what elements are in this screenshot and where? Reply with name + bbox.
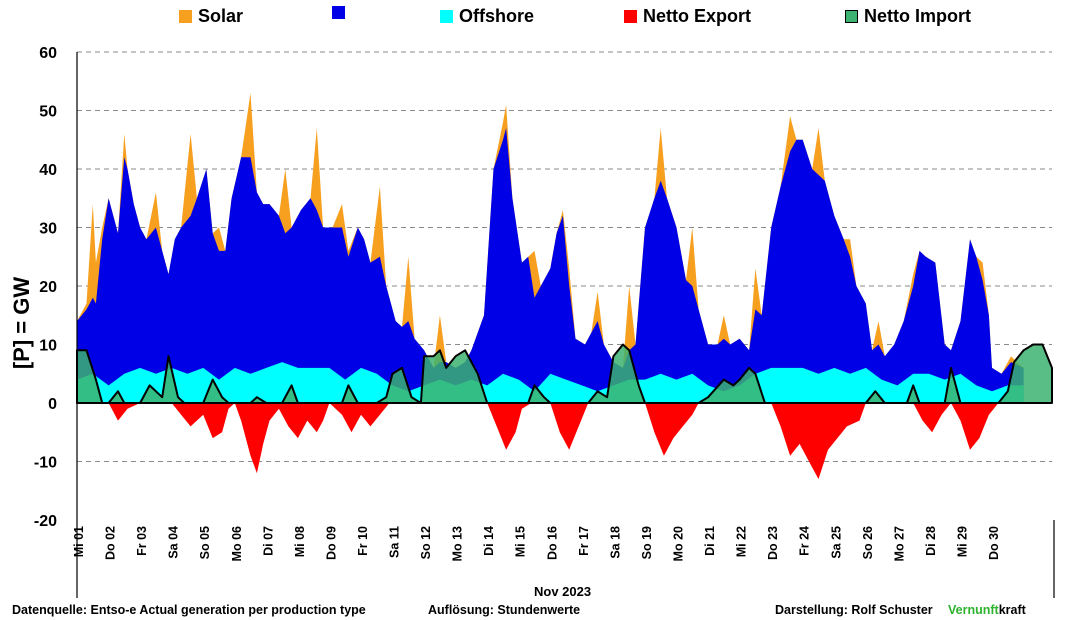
legend-swatch-offshore bbox=[440, 10, 453, 23]
x-tick-label-day-20: Mo 20 bbox=[672, 526, 686, 561]
x-tick-label-day-4: Sa 04 bbox=[167, 526, 181, 559]
x-tick-label-day-27: Mo 27 bbox=[892, 526, 906, 561]
legend-swatch-netto-export bbox=[624, 10, 637, 23]
x-tick-label-day-25: Sa 25 bbox=[829, 526, 843, 559]
y-tick-label-30: 30 bbox=[39, 221, 57, 238]
legend-item-netto-import: Netto Import bbox=[845, 6, 971, 27]
x-tick-label-day-3: Fr 03 bbox=[135, 526, 149, 556]
footer-brand: Vernunftkraft bbox=[948, 603, 1026, 617]
month-label: Nov 2023 bbox=[534, 584, 592, 599]
legend-item-offshore: Offshore bbox=[440, 6, 534, 27]
x-tick-label-day-5: So 05 bbox=[198, 526, 212, 559]
x-tick-label-day-30: Do 30 bbox=[987, 526, 1001, 560]
footer-source: Datenquelle: Entso-e Actual generation p… bbox=[12, 603, 366, 617]
y-tick-label--20: -20 bbox=[34, 513, 57, 530]
legend-label-solar: Solar bbox=[198, 6, 244, 26]
x-tick-label-day-2: Do 02 bbox=[104, 526, 118, 560]
x-tick-label-day-26: So 26 bbox=[861, 526, 875, 559]
footer-resolution: Auflösung: Stundenwerte bbox=[428, 603, 581, 617]
x-tick-label-day-29: Mi 29 bbox=[955, 526, 969, 557]
x-tick-label-day-22: Mi 22 bbox=[735, 526, 749, 557]
legend: Solar Offshore Netto Export Netto Import bbox=[0, 6, 1066, 30]
series-area-wind bbox=[77, 128, 1024, 403]
x-tick-label-day-11: Sa 11 bbox=[388, 526, 402, 558]
x-tick-label-day-6: Mo 06 bbox=[230, 526, 244, 561]
x-tick-label-day-16: Do 16 bbox=[545, 526, 559, 560]
y-tick-label-10: 10 bbox=[39, 338, 57, 355]
legend-label-netto-export: Netto Export bbox=[643, 6, 751, 26]
x-tick-label-day-1: Mi 01 bbox=[72, 526, 86, 557]
x-tick-label-day-7: Di 07 bbox=[261, 526, 275, 556]
legend-label-offshore: Offshore bbox=[459, 6, 535, 26]
x-tick-label-day-17: Fr 17 bbox=[577, 526, 591, 556]
legend-item-wind bbox=[332, 6, 351, 19]
y-tick-label-20: 20 bbox=[39, 279, 57, 296]
y-tick-label-40: 40 bbox=[39, 162, 57, 179]
legend-item-solar: Solar bbox=[179, 6, 243, 27]
legend-swatch-wind bbox=[332, 6, 345, 19]
x-tick-label-day-18: Sa 18 bbox=[608, 526, 622, 559]
series-area-offshore bbox=[77, 362, 1024, 403]
series-area-netto-export bbox=[77, 403, 1024, 480]
x-tick-label-day-9: Do 09 bbox=[324, 526, 338, 560]
y-tick-label-60: 60 bbox=[39, 45, 57, 62]
footer-author: Darstellung: Rolf Schuster bbox=[775, 603, 933, 617]
y-tick-label--10: -10 bbox=[34, 455, 57, 472]
legend-label-netto-import: Netto Import bbox=[864, 6, 971, 26]
footer-brand-black: kraft bbox=[998, 603, 1026, 617]
x-tick-label-day-12: So 12 bbox=[419, 526, 433, 559]
x-tick-label-day-14: Di 14 bbox=[482, 526, 496, 556]
x-tick-label-day-13: Mo 13 bbox=[451, 526, 465, 561]
x-tick-label-day-19: So 19 bbox=[640, 526, 654, 559]
x-tick-label-day-15: Mi 15 bbox=[514, 526, 528, 557]
x-tick-label-day-23: Do 23 bbox=[766, 526, 780, 560]
legend-swatch-solar bbox=[179, 10, 192, 23]
x-tick-label-day-28: Di 28 bbox=[924, 526, 938, 556]
legend-item-netto-export: Netto Export bbox=[624, 6, 751, 27]
x-tick-label-day-21: Di 21 bbox=[703, 526, 717, 556]
x-tick-label-day-10: Fr 10 bbox=[356, 526, 370, 556]
y-tick-label-50: 50 bbox=[39, 104, 57, 121]
x-tick-label-day-8: Mi 08 bbox=[293, 526, 307, 557]
x-tick-label-day-24: Fr 24 bbox=[798, 526, 812, 556]
legend-swatch-netto-import bbox=[845, 10, 858, 23]
footer-brand-green: Vernunft bbox=[948, 603, 999, 617]
y-tick-label-0: 0 bbox=[48, 396, 57, 413]
